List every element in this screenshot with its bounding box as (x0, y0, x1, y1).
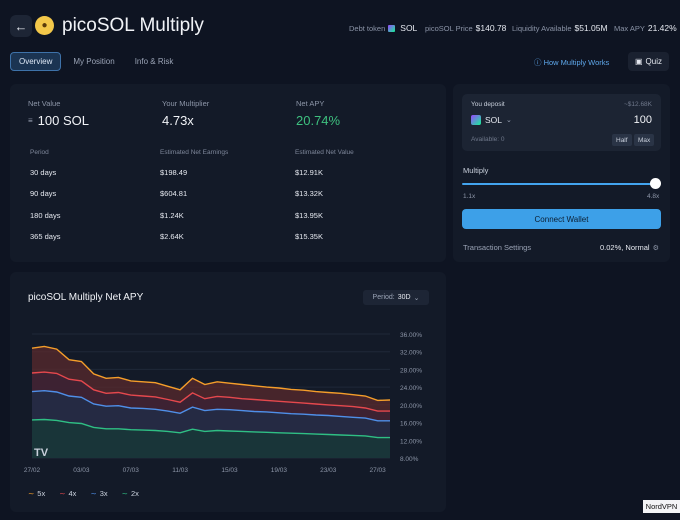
quiz-button[interactable]: ▣ Quiz (628, 52, 669, 71)
y-tick-label: 12.00% (400, 438, 422, 445)
deposit-balance: ~$12.68K (624, 101, 653, 108)
table-row-value: $13.95K (295, 211, 323, 220)
table-row-period: 30 days (30, 168, 57, 177)
liquidity-label: Liquidity Available (512, 24, 572, 33)
table-row-period: 365 days (30, 232, 61, 241)
net-value-label: Net Value (28, 99, 61, 108)
table-row-period: 90 days (30, 189, 57, 198)
y-tick-label: 24.00% (400, 385, 422, 392)
net-apy-value: 20.74% (296, 113, 341, 128)
liquidity-value: $51.05M (574, 23, 608, 33)
x-tick-label: 27/02 (24, 467, 41, 474)
connect-wallet-button[interactable]: Connect Wallet (462, 209, 661, 229)
tab-overview[interactable]: Overview (10, 52, 62, 71)
legend-5x[interactable]: ∼ 5x (28, 489, 46, 498)
period-select[interactable]: Period: 30D ⌄ (363, 290, 429, 305)
multiply-min: 1.1x (463, 193, 476, 200)
token-selector[interactable]: SOL ⌄ (471, 115, 512, 125)
chart-legend: ∼ 5x ∼ 4x ∼ 3x ∼ 2x (28, 489, 139, 498)
multiply-label: Multiply (463, 166, 489, 175)
price-label: picoSOL Price (425, 24, 473, 33)
y-tick-label: 8.00% (400, 456, 419, 463)
arrow-left-icon: ← (14, 18, 28, 34)
sol-icon: ≡ (28, 116, 33, 125)
available-balance: Available: 0 (471, 136, 505, 143)
legend-2x[interactable]: ∼ 2x (121, 489, 139, 498)
how-multiply-works-link[interactable]: ⓘ How Multiply Works (534, 58, 610, 67)
pico-coin-icon: ● (35, 16, 54, 35)
chevron-down-icon: ⌄ (413, 294, 420, 302)
x-tick-label: 19/03 (271, 467, 288, 474)
multiply-slider[interactable] (462, 183, 656, 185)
tab-info-risk[interactable]: Info & Risk (134, 57, 174, 66)
chart-title: picoSOL Multiply Net APY (28, 292, 144, 303)
table-row-value: $12.91K (295, 168, 323, 177)
chevron-down-icon: ⌄ (506, 117, 512, 124)
table-row-earnings: $198.49 (160, 168, 188, 177)
multiply-max: 4.8x (647, 193, 660, 200)
x-tick-label: 07/03 (123, 467, 140, 474)
book-icon: ▣ (634, 57, 643, 66)
legend-3x[interactable]: ∼ 3x (90, 489, 108, 498)
x-tick-label: 23/03 (320, 467, 337, 474)
tab-my-position[interactable]: My Position (73, 57, 115, 66)
nordvpn-badge: NordVPN (643, 500, 680, 513)
deposit-label: You deposit (471, 101, 505, 108)
tab-bar: Overview My Position Info & Risk (10, 52, 181, 72)
y-tick-label: 28.00% (400, 367, 422, 374)
col-value-header: Estimated Net Value (295, 149, 354, 156)
max-button[interactable]: Max (634, 134, 655, 146)
half-button[interactable]: Half (612, 134, 632, 146)
col-period-header: Period (30, 149, 49, 156)
x-tick-label: 15/03 (221, 467, 238, 474)
back-button[interactable]: ← (10, 15, 32, 37)
x-tick-label: 27/03 (370, 467, 387, 474)
price-value: $140.78 (475, 23, 507, 33)
legend-4x[interactable]: ∼ 4x (59, 489, 77, 498)
debt-token-stat: Debt token SOL (349, 23, 417, 33)
max-apy-label: Max APY (614, 24, 645, 33)
summary-panel (10, 84, 446, 262)
multiplier-label: Your Multiplier (162, 99, 210, 108)
y-tick-label: 36.00% (400, 332, 422, 339)
table-row-earnings: $604.81 (160, 189, 188, 198)
y-tick-label: 32.00% (400, 350, 422, 357)
page-title: picoSOL Multiply (62, 15, 204, 36)
table-row-value: $15.35K (295, 232, 323, 241)
x-tick-label: 03/03 (73, 467, 90, 474)
y-tick-label: 20.00% (400, 403, 422, 410)
tx-settings-value[interactable]: 0.02%, Normal ⚙ (600, 243, 659, 252)
series-line-5x (31, 345, 391, 402)
tx-settings-label: Transaction Settings (463, 243, 532, 252)
table-row-period: 180 days (30, 211, 61, 220)
table-row-earnings: $1.24K (160, 211, 184, 220)
net-value: ≡ 100 SOL (28, 113, 89, 128)
max-apy-value: 21.42% (647, 23, 677, 33)
table-row-earnings: $2.64K (160, 232, 184, 241)
debt-token-value: SOL (400, 23, 418, 33)
sol-token-icon (471, 115, 481, 125)
sol-token-icon (388, 25, 396, 32)
tradingview-logo: TV (34, 447, 49, 459)
debt-token-label: Debt token (349, 24, 386, 33)
x-tick-label: 11/03 (172, 467, 188, 474)
net-apy-label: Net APY (296, 99, 325, 108)
col-earnings-header: Estimated Net Earnings (160, 149, 229, 156)
series-line-3x (31, 389, 390, 422)
deposit-amount-input[interactable]: 100 (633, 114, 652, 126)
multiplier-value: 4.73x (162, 113, 194, 128)
y-tick-label: 16.00% (400, 421, 422, 428)
series-line-4x (31, 371, 390, 412)
multiply-slider-thumb[interactable] (650, 178, 661, 189)
liquidity-stat: Liquidity Available $51.05M (512, 23, 608, 33)
table-row-value: $13.32K (295, 189, 323, 198)
help-circle-icon: ⓘ (534, 58, 542, 67)
gear-icon: ⚙ (652, 244, 659, 252)
series-line-2x (31, 418, 390, 439)
max-apy-stat: Max APY 21.42% (614, 23, 677, 33)
price-stat: picoSOL Price $140.78 (425, 23, 506, 33)
